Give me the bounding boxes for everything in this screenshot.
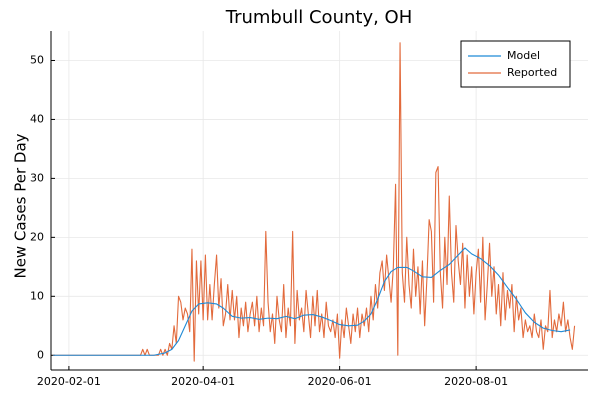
- y-tick-label: 30: [30, 171, 44, 184]
- grid: [51, 31, 588, 370]
- x-tick-label: 2020-04-01: [171, 375, 235, 388]
- y-tick-label: 20: [30, 230, 44, 243]
- y-tick-label: 40: [30, 112, 44, 125]
- legend-box: [460, 40, 571, 88]
- y-tick-label: 10: [30, 289, 44, 302]
- y-tick-label: 0: [37, 348, 44, 361]
- series-line-model: [53, 247, 571, 356]
- series-lines: [53, 42, 576, 362]
- x-tick-label: 2020-06-01: [308, 375, 372, 388]
- legend-label-model: Model: [507, 49, 540, 62]
- x-tick-label: 2020-08-01: [444, 375, 508, 388]
- series-line-reported: [53, 42, 576, 362]
- legend: Model Reported: [460, 40, 571, 88]
- y-tick-label: 50: [30, 53, 44, 66]
- y-axis-label: New Cases Per Day: [12, 133, 30, 278]
- x-tick-label: 2020-02-01: [37, 375, 101, 388]
- legend-label-reported: Reported: [507, 66, 557, 79]
- axes: 0 10 20 30 40 50 2020-02-01 2020-04-01 2020-06-0…: [30, 31, 588, 388]
- chart-title: Trumbull County, OH: [225, 7, 413, 28]
